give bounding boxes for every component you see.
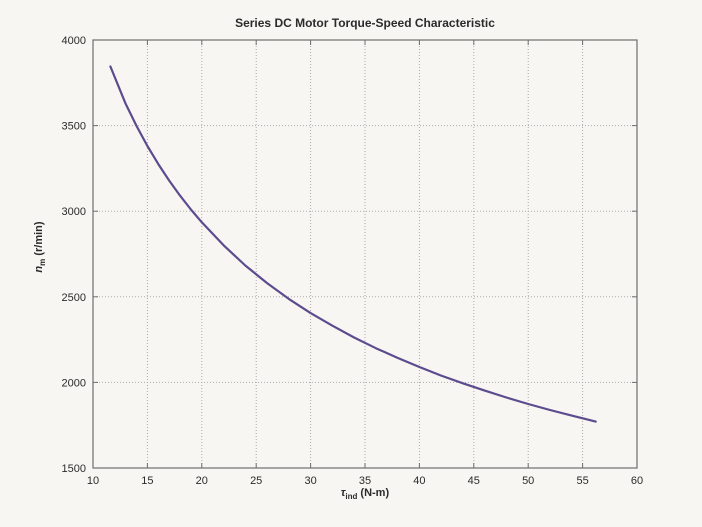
y-axis-label-subscript: m [38,258,48,266]
x-tick-labels: 10 15 20 25 30 35 40 45 50 55 60 [87,475,643,487]
y-axis-label: nm (r/min) [33,221,47,272]
plot-title: Series DC Motor Torque-Speed Characteris… [235,16,495,30]
svg-text:4000: 4000 [62,35,86,47]
svg-text:1500: 1500 [62,463,86,475]
x-axis-label: τind (N-m) [93,487,637,501]
svg-text:45: 45 [468,475,480,487]
data-curve [109,65,597,423]
svg-text:2500: 2500 [62,292,86,304]
svg-text:30: 30 [304,475,316,487]
tau-symbol: τ [340,487,346,499]
svg-text:50: 50 [522,475,534,487]
svg-text:35: 35 [359,475,371,487]
y-tick-labels: 1500 2000 2500 3000 3500 4000 [62,35,86,475]
x-axis-label-units: (N-m) [357,487,390,499]
svg-text:10: 10 [87,475,99,487]
svg-text:40: 40 [413,475,425,487]
svg-text:55: 55 [576,475,588,487]
grid-lines [93,40,637,468]
svg-text:2000: 2000 [62,377,86,389]
svg-text:60: 60 [631,475,643,487]
svg-text:15: 15 [141,475,153,487]
y-axis-label-units: (r/min) [32,221,45,259]
axes-box [92,39,638,469]
svg-text:25: 25 [250,475,262,487]
svg-text:3500: 3500 [62,121,86,133]
x-axis-label-subscript: ind [345,492,358,502]
svg-text:3000: 3000 [62,206,86,218]
n-symbol: n [32,265,45,273]
svg-text:20: 20 [196,475,208,487]
